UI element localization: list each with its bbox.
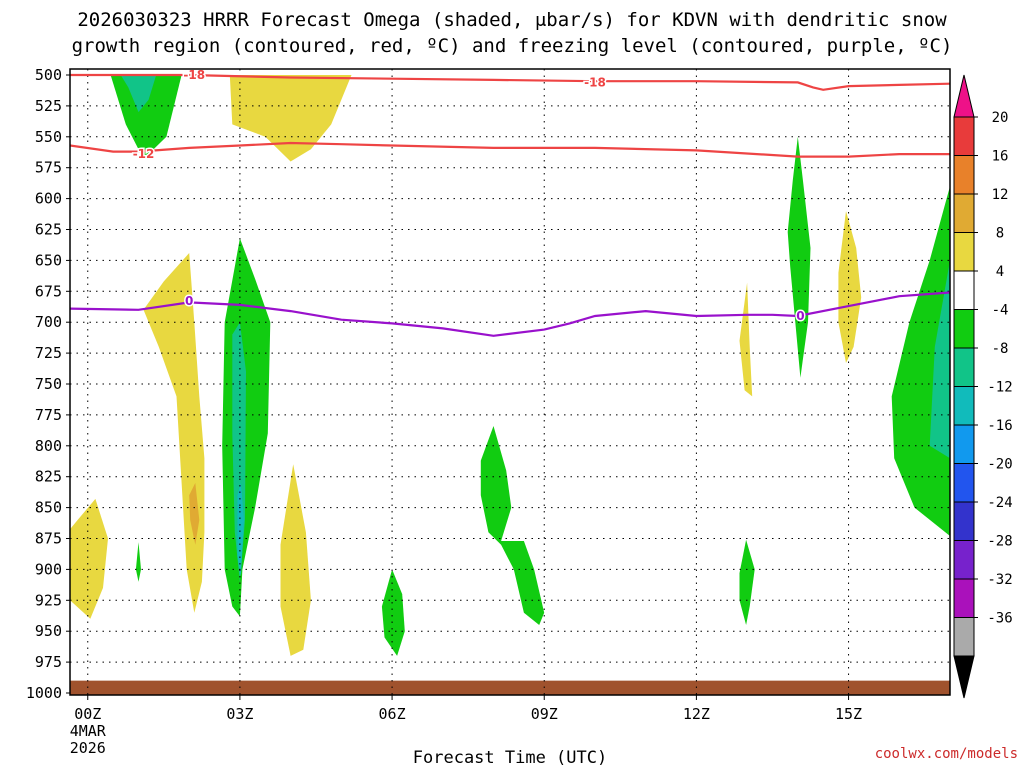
temperature-contours: -18 -18 -12 0 0 — [70, 68, 950, 337]
colorbar-label-6: -8 — [992, 341, 1009, 357]
colorbar-label-5: -4 — [992, 303, 1009, 319]
colorbar-swatch-13 — [953, 617, 975, 657]
x-tick-label-15Z: 15Z — [835, 705, 862, 723]
colorbar-swatch-0 — [953, 116, 975, 156]
y-tick-label-500: 500 — [35, 66, 62, 84]
contour-dgz-12 — [70, 141, 950, 158]
omega-region-pos4-5 — [838, 211, 862, 363]
colorbar-label-11: -28 — [987, 534, 1012, 550]
omega-region-neg4-9 — [135, 542, 141, 582]
colorbar-swatch-3 — [953, 232, 975, 272]
colorbar-label-4: 4 — [996, 264, 1004, 280]
colorbar-swatch-10 — [953, 501, 975, 541]
omega-region-neg4-12 — [739, 539, 755, 625]
omega-region-neg4-10 — [381, 569, 405, 656]
contour-label-freezing-0-0: 0 — [185, 294, 193, 308]
y-tick-label-750: 750 — [35, 375, 62, 393]
ground-surface — [70, 680, 950, 695]
omega-region-neg4-11 — [480, 426, 545, 625]
contour-label-dgz-18-0: -18 — [183, 68, 205, 82]
colorbar-swatch-4 — [953, 270, 975, 310]
colorbar-label-0: 20 — [992, 110, 1009, 126]
y-tick-label-925: 925 — [35, 591, 62, 609]
colorbar-top-arrow — [953, 74, 975, 118]
omega-region-pos8-6 — [189, 482, 200, 545]
x-axis-title: Forecast Time (UTC) — [413, 748, 607, 768]
title-line-1: 2026030323 HRRR Forecast Omega (shaded, … — [77, 9, 947, 31]
omega-region-neg4-7 — [110, 75, 182, 159]
omega-region-pos4-1 — [70, 498, 108, 619]
y-tick-label-600: 600 — [35, 190, 62, 208]
plot-frame — [69, 68, 951, 696]
colorbar-swatch-8 — [953, 424, 975, 464]
y-tick-label-975: 975 — [35, 653, 62, 671]
colorbar-swatch-5 — [953, 309, 975, 349]
contour-label-freezing-0-1: 0 — [796, 309, 804, 323]
colorbar-swatch-7 — [953, 386, 975, 426]
omega-region-neg4-8 — [222, 238, 271, 617]
omega-region-neg4-13 — [787, 136, 811, 378]
x-tick-sublabel-0: 4MAR — [70, 722, 107, 740]
y-tick-label-675: 675 — [35, 282, 62, 300]
x-tick-label-00Z: 00Z — [74, 705, 101, 723]
x-tick-sublabel-1: 2026 — [70, 739, 106, 757]
contour-label-dgz-12-0: -12 — [133, 147, 155, 161]
y-tick-label-625: 625 — [35, 221, 62, 239]
colorbar-label-3: 8 — [996, 226, 1004, 242]
y-tick-label-800: 800 — [35, 437, 62, 455]
y-tick-label-550: 550 — [35, 128, 62, 146]
y-tick-label-875: 875 — [35, 530, 62, 548]
y-tick-label-725: 725 — [35, 344, 62, 362]
y-tick-label-950: 950 — [35, 622, 62, 640]
omega-region-neg12-18 — [237, 482, 244, 576]
colorbar-label-9: -20 — [987, 457, 1012, 473]
y-tick-label-825: 825 — [35, 468, 62, 486]
colorbar-label-8: -16 — [987, 418, 1012, 434]
colorbar-swatch-2 — [953, 193, 975, 233]
colorbar-swatch-6 — [953, 347, 975, 387]
plot-area — [70, 75, 950, 695]
y-tick-label-775: 775 — [35, 406, 62, 424]
colorbar: 20 16 12 8 4 -4 -8 -12 -16 -20 -24 -28 -32 -36 — [953, 74, 1013, 699]
colorbar-bottom-arrow — [953, 655, 975, 699]
omega-region-pos4-2 — [229, 75, 352, 162]
y-tick-label-575: 575 — [35, 159, 62, 177]
contour-dgz-18 — [70, 73, 950, 91]
colorbar-label-1: 16 — [992, 149, 1009, 165]
y-tick-label-900: 900 — [35, 560, 62, 578]
contour-label-dgz-18-1: -18 — [584, 75, 606, 89]
y-tick-label-850: 850 — [35, 499, 62, 517]
x-tick-label-12Z: 12Z — [683, 705, 710, 723]
omega-region-pos4-0 — [143, 253, 205, 613]
colorbar-swatch-9 — [953, 463, 975, 503]
colorbar-label-12: -32 — [987, 572, 1012, 588]
colorbar-label-13: -36 — [987, 611, 1012, 627]
credit-link[interactable]: coolwx.com/models — [875, 746, 1018, 762]
pressure-axis: 500 525 550 575 600 625 650 675 700 725 750 775 800 8… — [26, 66, 70, 702]
x-tick-label-09Z: 09Z — [531, 705, 558, 723]
title-line-2: growth region (contoured, red, ºC) and f… — [72, 35, 953, 57]
colorbar-label-10: -24 — [987, 495, 1012, 511]
omega-region-neg8-15 — [120, 75, 157, 113]
colorbar-swatch-1 — [953, 155, 975, 195]
x-tick-label-06Z: 06Z — [379, 705, 406, 723]
omega-region-pos4-3 — [280, 464, 311, 656]
colorbar-swatch-11 — [953, 540, 975, 580]
colorbar-label-7: -12 — [987, 380, 1012, 396]
y-tick-label-700: 700 — [35, 313, 62, 331]
y-tick-label-525: 525 — [35, 97, 62, 115]
y-tick-label-650: 650 — [35, 251, 62, 269]
y-tick-label-1000: 1000 — [26, 684, 62, 702]
x-tick-label-03Z: 03Z — [226, 705, 253, 723]
omega-region-neg8-17 — [929, 260, 950, 459]
contour-freezing-0 — [70, 291, 950, 337]
omega-region-pos4-4 — [739, 282, 753, 397]
colorbar-label-2: 12 — [992, 187, 1009, 203]
colorbar-swatch-12 — [953, 578, 975, 618]
grid-lines — [70, 69, 950, 695]
